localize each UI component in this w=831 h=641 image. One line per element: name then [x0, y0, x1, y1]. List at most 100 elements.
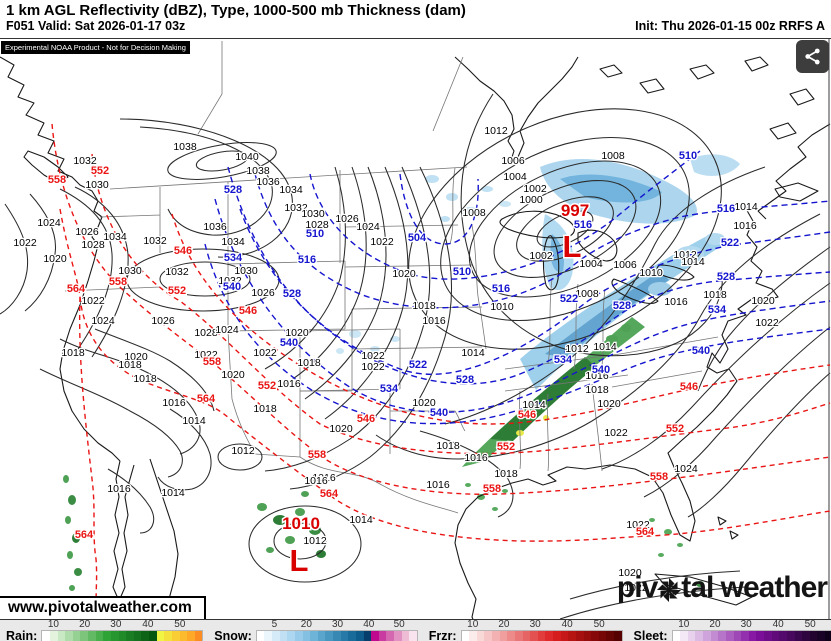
contour-label: 1012 — [303, 535, 327, 547]
legend-color-cell — [718, 631, 726, 641]
contour-label: 1014 — [593, 341, 617, 353]
contour-label: 1020 — [124, 351, 148, 363]
thickness-warm-contours — [51, 123, 831, 615]
legend-color-cell — [779, 631, 787, 641]
legend-color-cell — [279, 631, 288, 641]
legend-color-cell — [57, 631, 66, 641]
legend-color-cell — [355, 631, 364, 641]
legend-color-cell — [687, 631, 696, 641]
legend-color-cell — [583, 631, 592, 641]
legend-color-cell — [484, 631, 493, 641]
legend-color-cell — [695, 631, 704, 641]
legend-tick-label: 20 — [498, 619, 510, 630]
legend-color-cell — [476, 631, 485, 641]
contour-label: 1038 — [246, 165, 270, 177]
contour-label: 564 — [75, 529, 94, 541]
contour-label: 1020 — [618, 567, 642, 579]
legend-color-cell — [118, 631, 127, 641]
legend-color-cell — [764, 631, 772, 641]
contour-labels: 1032103810401038103610301024102610281034… — [12, 124, 780, 596]
legend-color-bar: 10 20 30 40 50 — [671, 619, 831, 641]
contour-label: 1018 — [585, 384, 609, 396]
legend-color-cell — [492, 631, 500, 641]
contour-label: 1032 — [143, 235, 167, 247]
contour-label: 1032 — [73, 155, 97, 167]
contour-label: 510 — [679, 150, 697, 162]
legend-color-cell — [348, 631, 356, 641]
legend-tick-label: 5 — [271, 619, 278, 630]
contour-label: 546 — [680, 381, 698, 393]
contour-label: 1016 — [585, 370, 609, 382]
legend-color-cell — [794, 631, 803, 641]
thickness-cold-contours — [204, 150, 831, 425]
contour-label: 1032 — [284, 202, 308, 214]
contour-label: 1020 — [285, 327, 309, 339]
legend-color-cell — [88, 631, 96, 641]
contour-label: 1016 — [304, 475, 328, 487]
legend-color-cell — [786, 631, 795, 641]
legend-color-cell — [65, 631, 73, 641]
contour-label: 1032 — [165, 266, 189, 278]
contour-label: 540 — [223, 281, 241, 293]
share-button[interactable] — [796, 40, 829, 73]
legend-color-cell — [317, 631, 326, 641]
experimental-badge: Experimental NOAA Product - Not for Deci… — [1, 41, 190, 54]
legend-color-cell — [568, 631, 576, 641]
contour-label: 1018 — [494, 468, 518, 480]
contour-label: 1028 — [305, 219, 329, 231]
contour-label: 1014 — [461, 347, 485, 359]
contour-label: 558 — [109, 276, 127, 288]
contour-label: 1018 — [253, 403, 277, 415]
valid-time-label: F051 Valid: Sat 2026-01-17 03z — [6, 19, 186, 33]
legend-color-cell — [606, 631, 615, 641]
contour-label: 1022 — [253, 347, 277, 359]
contour-label: 1016 — [426, 479, 450, 491]
contour-label: 1000 — [519, 194, 543, 206]
contour-label: 1034 — [221, 236, 245, 248]
contour-label: 1012 — [231, 445, 255, 457]
legend-color-cell — [95, 631, 104, 641]
contour-label: 528 — [717, 271, 735, 283]
contour-label: 528 — [456, 374, 474, 386]
contour-label: 1026 — [251, 287, 275, 299]
contour-label: 1022 — [361, 350, 385, 362]
contour-label: 558 — [483, 483, 501, 495]
contour-label: 1016 — [277, 378, 301, 390]
header: 1 km AGL Reflectivity (dBZ), Type, 1000-… — [0, 0, 831, 38]
legend-tick-label: 50 — [804, 619, 816, 630]
contour-label: 1026 — [151, 315, 175, 327]
legend-color-cell — [394, 631, 402, 641]
contour-label: 1014 — [681, 256, 705, 268]
contour-label: 522 — [409, 359, 427, 371]
contour-label: 1014 — [734, 201, 758, 213]
legend-color-cell — [741, 631, 749, 641]
page-title: 1 km AGL Reflectivity (dBZ), Type, 1000-… — [6, 2, 466, 19]
legend-frzr: Frzr: 10 20 30 40 50 — [429, 619, 623, 641]
legend-sleet: Sleet: 10 20 30 40 50 — [634, 619, 831, 641]
legend-color-cell — [401, 631, 410, 641]
legend-color-cell — [461, 631, 470, 641]
legend-color-cell — [378, 631, 387, 641]
contour-label: 558 — [308, 449, 326, 461]
contour-label: 546 — [518, 409, 536, 421]
legend-label: Snow: — [214, 629, 252, 641]
contour-label: 1008 — [575, 288, 599, 300]
legend-tick-label: 30 — [110, 619, 122, 630]
contour-label: 1022 — [361, 361, 385, 373]
legend-color-cell — [409, 631, 417, 641]
contour-label: 1022 — [194, 349, 218, 361]
legend-color-cell — [42, 631, 50, 641]
legend-label: Rain: — [6, 629, 38, 641]
contour-label: 1032 — [218, 275, 242, 287]
contour-label: 1024 — [674, 463, 698, 475]
contour-label: 1020 — [751, 295, 775, 307]
contour-label: 1030 — [301, 208, 325, 220]
map-canvas[interactable]: Experimental NOAA Product - Not for Deci… — [0, 38, 831, 632]
contour-label: 1020 — [329, 423, 353, 435]
contour-label: 546 — [357, 413, 375, 425]
legend-color-cell — [141, 631, 149, 641]
legend-color-cell — [194, 631, 203, 641]
contour-label: 1010 — [639, 267, 663, 279]
legend-color-cell — [507, 631, 515, 641]
